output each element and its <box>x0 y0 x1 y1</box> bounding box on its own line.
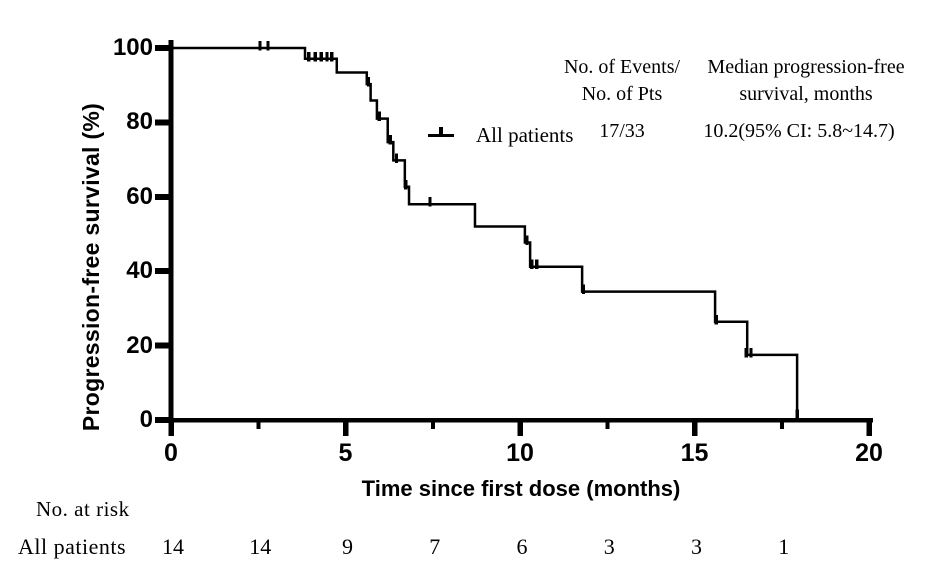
median-header-line2: survival, months <box>739 83 873 105</box>
median-value: 10.2(95% CI: 5.8~14.7) <box>703 120 895 142</box>
risk-count: 1 <box>778 534 790 559</box>
events-header-line1: No. of Events/ <box>563 56 681 78</box>
x-tick-label: 20 <box>855 439 883 467</box>
risk-row-label: All patients <box>18 534 127 559</box>
legend-series-label: All patients <box>476 123 574 147</box>
x-tick-label: 5 <box>338 439 353 467</box>
risk-count: 7 <box>429 534 441 559</box>
legend-censor-tick-icon <box>439 127 443 137</box>
x-tick-label: 15 <box>680 439 709 467</box>
risk-count: 14 <box>249 534 272 559</box>
x-axis-title: Time since first dose (months) <box>361 476 681 501</box>
y-tick-label: 80 <box>126 108 153 136</box>
y-tick-label: 40 <box>126 257 153 285</box>
events-value: 17/33 <box>599 120 645 142</box>
y-tick-label: 0 <box>139 406 153 433</box>
y-tick-label: 60 <box>126 182 153 210</box>
risk-count: 6 <box>516 534 528 559</box>
risk-count: 3 <box>603 534 615 559</box>
risk-table-header: No. at risk <box>36 497 130 521</box>
risk-count: 3 <box>691 534 702 559</box>
legend-key-icon <box>428 127 454 137</box>
events-header-line2: No. of Pts <box>581 83 663 105</box>
y-tick-label: 20 <box>126 331 153 359</box>
risk-count: 14 <box>162 534 184 559</box>
y-tick-label: 100 <box>112 34 153 61</box>
risk-count: 9 <box>342 534 353 559</box>
median-header-line1: Median progression-free <box>707 56 905 78</box>
x-tick-label: 0 <box>164 439 178 467</box>
x-tick-label: 10 <box>506 439 534 467</box>
